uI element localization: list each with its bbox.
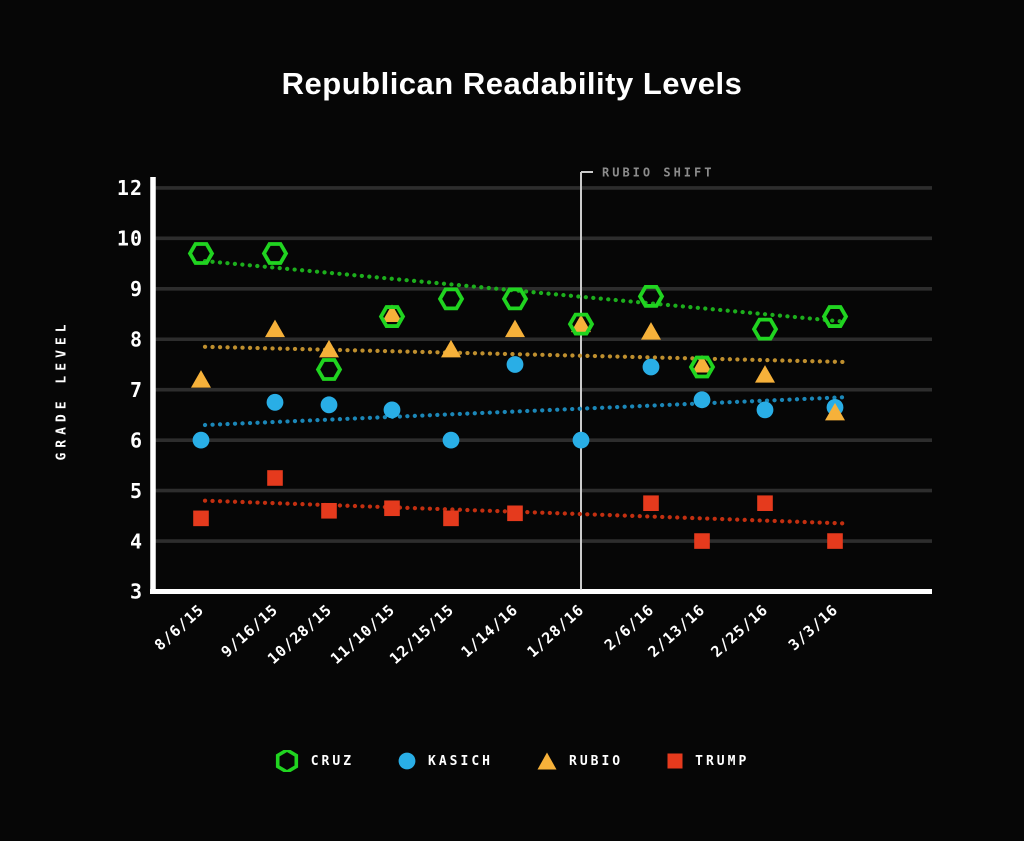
trump-point	[193, 510, 209, 527]
rubio-point	[382, 304, 402, 323]
x-tick-label: 12/15/15	[386, 601, 458, 668]
kasich-point	[192, 431, 210, 449]
legend-item-rubio: RUBIO	[537, 752, 623, 770]
trump-point	[694, 533, 710, 549]
kasich-point	[266, 393, 284, 411]
cruz-point	[821, 305, 849, 328]
x-tick-label: 8/6/15	[151, 601, 208, 655]
trump-point	[827, 533, 843, 549]
rubio-point	[825, 402, 845, 421]
legend-label-rubio: RUBIO	[569, 753, 624, 769]
trump-point	[443, 510, 459, 527]
cruz-point	[437, 287, 465, 311]
cruz-point	[567, 312, 595, 336]
cruz-hexagon-icon	[275, 750, 298, 772]
rubio-trend-line	[202, 344, 846, 365]
y-tick-label: 4	[130, 529, 143, 553]
cruz-point	[187, 242, 215, 265]
kasich-trend-line	[202, 395, 846, 428]
cruz-trend-line	[202, 258, 846, 324]
rubio-point	[265, 319, 285, 338]
cruz-point	[751, 317, 779, 341]
y-tick-label: 9	[130, 277, 143, 301]
trump-point	[267, 470, 283, 486]
x-tick-label: 2/25/16	[707, 601, 771, 661]
y-tick-label: 10	[117, 227, 143, 251]
trump-trend-line	[202, 498, 846, 526]
rubio-triangle-icon	[537, 752, 557, 770]
cruz-point	[688, 355, 716, 379]
kasich-point	[572, 431, 590, 449]
trump-point	[507, 505, 523, 522]
rubio-point	[191, 370, 211, 388]
trump-point	[643, 495, 659, 512]
trump-point	[757, 495, 773, 512]
kasich-point	[756, 401, 774, 419]
legend: CRUZ KASICH RUBIO TRUMP	[0, 750, 1024, 772]
rubio-point	[641, 322, 661, 340]
rubio-point	[755, 365, 775, 383]
rubio-point	[505, 319, 525, 338]
rubio-shift-label: RUBIO SHIFT	[602, 165, 714, 179]
legend-item-trump: TRUMP	[667, 753, 749, 769]
x-tick-label: 3/3/16	[785, 601, 842, 655]
y-tick-label: 7	[130, 378, 143, 402]
rubio-point	[692, 354, 712, 373]
chart-title: Republican Readability Levels	[281, 66, 743, 101]
cruz-point	[501, 287, 529, 311]
rubio-point	[571, 314, 591, 333]
rubio-point	[441, 339, 461, 358]
y-tick-label: 12	[117, 176, 143, 200]
x-tick-label: 2/13/16	[644, 601, 708, 661]
y-tick-label: 8	[130, 327, 143, 351]
kasich-point	[383, 401, 401, 419]
kasich-point	[506, 356, 524, 373]
trump-point	[321, 502, 337, 519]
cruz-point	[315, 358, 343, 381]
y-tick-label: 3	[130, 580, 143, 604]
legend-item-cruz: CRUZ	[275, 750, 354, 772]
trump-square-icon	[667, 753, 683, 769]
kasich-point	[693, 391, 711, 409]
cruz-point	[378, 305, 406, 328]
cruz-point	[261, 242, 289, 265]
legend-label-cruz: CRUZ	[310, 753, 355, 769]
y-tick-label: 6	[130, 428, 143, 452]
legend-item-kasich: KASICH	[398, 752, 493, 770]
y-tick-label: 5	[130, 479, 143, 503]
legend-label-kasich: KASICH	[428, 753, 493, 769]
kasich-point	[442, 431, 460, 449]
legend-label-trump: TRUMP	[695, 753, 750, 769]
kasich-point	[320, 396, 338, 414]
x-tick-label: 1/14/16	[457, 601, 521, 661]
trump-point	[384, 500, 400, 517]
x-tick-label: 1/28/16	[523, 601, 587, 661]
kasich-point	[642, 358, 660, 376]
rubio-point	[319, 339, 339, 358]
kasich-circle-icon	[398, 752, 416, 770]
cruz-point	[637, 284, 665, 308]
